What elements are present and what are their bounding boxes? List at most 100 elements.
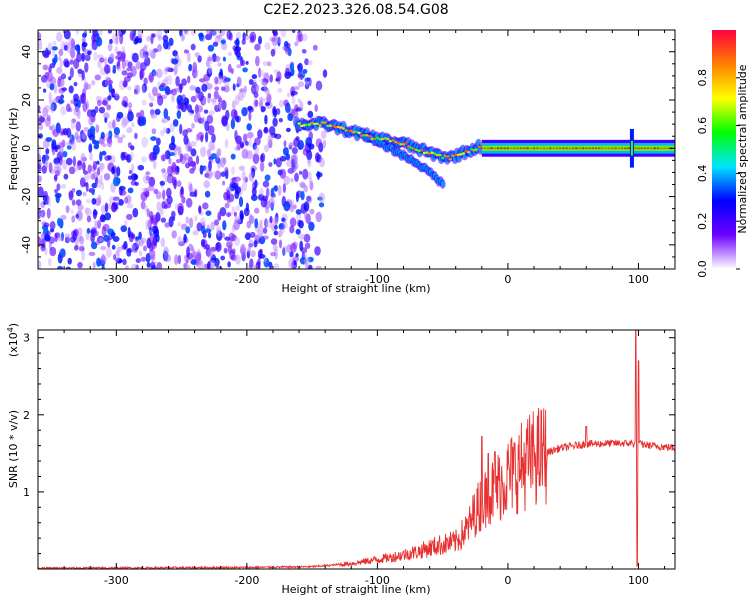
- heatmap-cell: [270, 251, 277, 257]
- heatmap-cell: [200, 146, 207, 158]
- heatmap-cell: [183, 233, 187, 243]
- heatmap-cell: [464, 150, 468, 153]
- heatmap-cell: [184, 30, 188, 34]
- heatmap-cell: [183, 49, 189, 54]
- heatmap-cell: [60, 248, 66, 257]
- heatmap-cell: [207, 65, 213, 74]
- heatmap-cell: [180, 34, 184, 42]
- heatmap-cell: [238, 196, 244, 208]
- heatmap-cell: [267, 61, 272, 67]
- heatmap-cell: [221, 99, 227, 111]
- heatmap-cell: [503, 147, 507, 150]
- heatmap-cell: [60, 130, 65, 135]
- heatmap-cell: [195, 86, 201, 94]
- heatmap-cell: [306, 77, 310, 82]
- heatmap-cell: [46, 114, 51, 122]
- heatmap-cell: [75, 30, 80, 35]
- heatmap-cell: [128, 102, 133, 109]
- heatmap-cell: [162, 189, 166, 200]
- heatmap-cell: [197, 55, 202, 63]
- heatmap-cell: [102, 143, 107, 148]
- heatmap-cell: [126, 203, 134, 209]
- heatmap-cell: [274, 224, 278, 230]
- heatmap-cell: [86, 227, 91, 234]
- heatmap-cell: [201, 83, 208, 92]
- heatmap-cell: [394, 140, 398, 144]
- heatmap-cell: [213, 55, 221, 63]
- heatmap-cell: [121, 120, 127, 129]
- heatmap-cell: [211, 133, 216, 143]
- heatmap-cell: [262, 61, 269, 67]
- heatmap-cell: [250, 250, 256, 258]
- colorbar-label: Normalized spectral amplitude: [736, 64, 749, 233]
- heatmap-cell: [168, 157, 172, 165]
- heatmap-cell: [440, 181, 445, 187]
- heatmap-cell: [71, 118, 77, 124]
- heatmap-cell: [94, 197, 102, 206]
- heatmap-cell: [315, 122, 319, 126]
- heatmap-cell: [54, 189, 58, 194]
- heatmap-cell: [245, 150, 253, 160]
- heatmap-cell: [264, 114, 268, 125]
- heatmap-cell: [268, 261, 273, 269]
- heatmap-cell: [53, 165, 61, 174]
- heatmap-cell: [160, 237, 166, 248]
- heatmap-cell: [234, 46, 242, 52]
- heatmap-cell: [234, 190, 240, 200]
- heatmap-cell: [270, 37, 276, 42]
- heatmap-cell: [45, 158, 49, 169]
- heatmap-cell: [288, 258, 294, 269]
- heatmap-cell: [276, 108, 281, 115]
- heatmap-cell: [83, 127, 89, 132]
- heatmap-cell: [73, 81, 78, 87]
- heatmap-cell: [150, 50, 156, 59]
- heatmap-cell: [257, 225, 264, 237]
- colorbar-tick-label: 0.2: [696, 212, 709, 230]
- heatmap-cell: [304, 82, 310, 90]
- heatmap-cell: [135, 236, 140, 241]
- heatmap-cell: [314, 246, 321, 256]
- heatmap-cell: [268, 197, 275, 209]
- heatmap-cell: [176, 110, 182, 119]
- heatmap-cell: [71, 215, 76, 223]
- heatmap-cell: [112, 196, 120, 201]
- heatmap-cell: [41, 75, 48, 83]
- heatmap-cell: [176, 94, 184, 106]
- heatmap-cell: [273, 35, 279, 45]
- heatmap-cell: [120, 225, 128, 233]
- heatmap-cell: [227, 51, 232, 57]
- heatmap-cell: [248, 213, 253, 224]
- heatmap-cell: [106, 77, 112, 86]
- heatmap-cell: [257, 129, 263, 139]
- heatmap-cell: [68, 166, 76, 175]
- heatmap-cell: [239, 210, 244, 221]
- heatmap-cell: [71, 140, 76, 151]
- heatmap-cell: [131, 263, 138, 269]
- heatmap-cell: [155, 191, 162, 200]
- heatmap-cell: [245, 232, 251, 241]
- heatmap-cell: [63, 173, 69, 180]
- heatmap-cell: [190, 109, 195, 114]
- heatmap-cell: [425, 151, 429, 154]
- heatmap-cell: [270, 187, 275, 197]
- heatmap-cell: [203, 109, 209, 114]
- heatmap-cell: [262, 227, 268, 234]
- heatmap-cell: [111, 167, 116, 175]
- heatmap-cell: [239, 88, 246, 93]
- heatmap-cell: [121, 118, 128, 127]
- heatmap-cell: [161, 117, 166, 123]
- heatmap-cell: [307, 110, 314, 118]
- heatmap-cell: [42, 106, 49, 118]
- heatmap-cell: [526, 147, 529, 150]
- heatmap-cell: [206, 30, 213, 36]
- heatmap-cell: [141, 83, 147, 93]
- heatmap-cell: [272, 216, 279, 225]
- heatmap-cell: [263, 257, 270, 268]
- heatmap-cell: [143, 245, 147, 252]
- heatmap-cell: [271, 35, 278, 47]
- heatmap-cell: [212, 41, 219, 47]
- heatmap-cell: [141, 156, 148, 163]
- heatmap-cell: [300, 190, 305, 201]
- heatmap-cell: [264, 144, 269, 153]
- heatmap-cell: [529, 147, 533, 150]
